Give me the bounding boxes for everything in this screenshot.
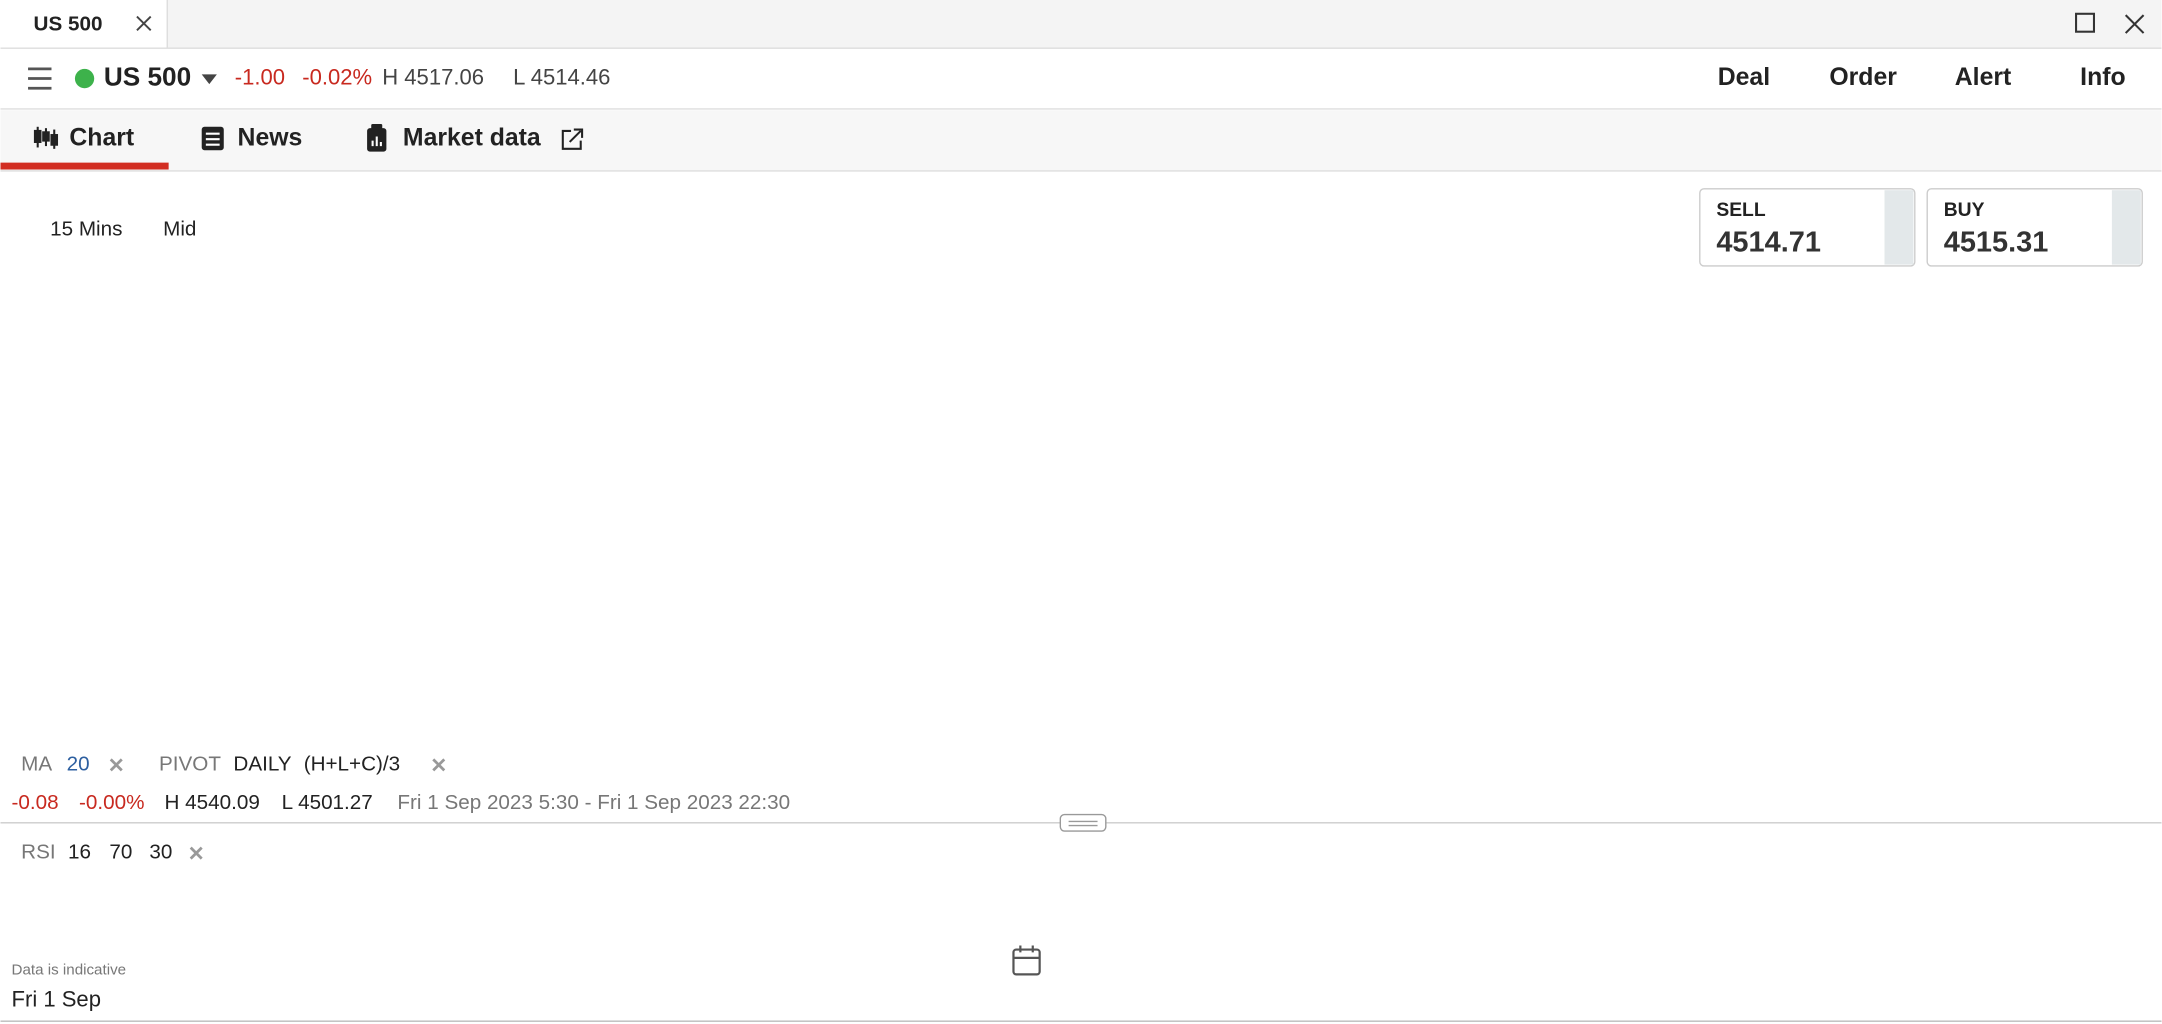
- market-data-tab[interactable]: Market data: [403, 125, 541, 152]
- buy-box[interactable]: BUY 4515.31: [1926, 188, 2143, 267]
- rsi-upper: 70: [109, 841, 132, 864]
- close-button[interactable]: [2124, 14, 2145, 34]
- news-tab-icon: [201, 126, 224, 151]
- tab-bar: [0, 0, 2162, 49]
- date-label: Fri 1 Sep: [12, 986, 101, 1011]
- rsi-label: RSI: [21, 841, 55, 864]
- range-change-pct: -0.00%: [79, 791, 144, 814]
- external-link-icon: [561, 128, 584, 150]
- change: -1.00: [235, 64, 285, 89]
- maximize-button[interactable]: [2075, 12, 2096, 33]
- menu-button[interactable]: [28, 67, 52, 90]
- info-button[interactable]: Info: [2080, 64, 2125, 91]
- chart-tab-icon: [33, 126, 59, 149]
- interval-button[interactable]: 15 Mins: [50, 218, 122, 241]
- buy-price: 4515.31: [1944, 227, 2049, 259]
- ma-period: 20: [67, 752, 90, 775]
- buy-label: BUY: [1944, 200, 1985, 221]
- ma-label: MA: [21, 752, 52, 775]
- rsi-period: 16: [68, 841, 91, 864]
- rsi-lower: 30: [149, 841, 172, 864]
- pivot-period: DAILY: [233, 752, 291, 775]
- order-button[interactable]: Order: [1829, 64, 1897, 91]
- range-low: L 4501.27: [282, 791, 373, 814]
- news-tab[interactable]: News: [238, 125, 303, 152]
- pivot-formula: (H+L+C)/3: [304, 752, 400, 775]
- window-tab-title: US 500: [34, 12, 103, 35]
- sell-label: SELL: [1716, 200, 1765, 221]
- remove-rsi[interactable]: [189, 846, 203, 860]
- window-tab[interactable]: [0, 0, 168, 49]
- range-high: H 4540.09: [164, 791, 259, 814]
- pivot-label: PIVOT: [159, 752, 221, 775]
- day-high: H 4517.06: [382, 64, 484, 89]
- remove-ma[interactable]: [109, 758, 123, 772]
- market-open-dot: [74, 68, 95, 89]
- sell-price: 4514.71: [1716, 227, 1821, 259]
- sell-box[interactable]: SELL 4514.71: [1699, 188, 1916, 267]
- alert-button[interactable]: Alert: [1955, 64, 2012, 91]
- remove-pivot[interactable]: [432, 758, 446, 772]
- tab-close[interactable]: [136, 15, 152, 32]
- market-data-icon: [367, 124, 387, 152]
- indicator-legend: [0, 751, 463, 779]
- data-note: Data is indicative: [12, 961, 127, 978]
- active-tab-indicator: [0, 162, 169, 170]
- range-change: -0.08: [12, 791, 59, 814]
- instrument-name[interactable]: US 500: [104, 61, 191, 91]
- day-low: L 4514.46: [513, 64, 610, 89]
- change-pct: -0.02%: [302, 64, 372, 89]
- deal-button[interactable]: Deal: [1718, 64, 1770, 91]
- tab-row: [0, 110, 2162, 171]
- price-type-button[interactable]: Mid: [163, 218, 196, 241]
- panel-resize-handle[interactable]: [1059, 813, 1107, 832]
- instrument-dropdown[interactable]: [201, 74, 217, 85]
- range-dates: Fri 1 Sep 2023 5:30 - Fri 1 Sep 2023 22:…: [397, 791, 790, 814]
- toolbar: [33, 209, 216, 251]
- chart-tab[interactable]: Chart: [69, 125, 134, 152]
- calendar-button[interactable]: [1012, 945, 1041, 976]
